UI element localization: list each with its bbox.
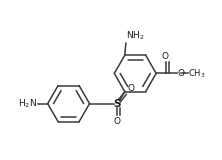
Text: O: O (127, 84, 134, 93)
Text: CH$_3$: CH$_3$ (188, 67, 206, 80)
Text: O: O (113, 117, 120, 126)
Text: O: O (161, 52, 168, 61)
Text: S: S (113, 99, 121, 109)
Text: H$_2$N: H$_2$N (18, 97, 37, 110)
Text: NH$_2$: NH$_2$ (126, 30, 145, 42)
Text: O: O (177, 69, 184, 78)
